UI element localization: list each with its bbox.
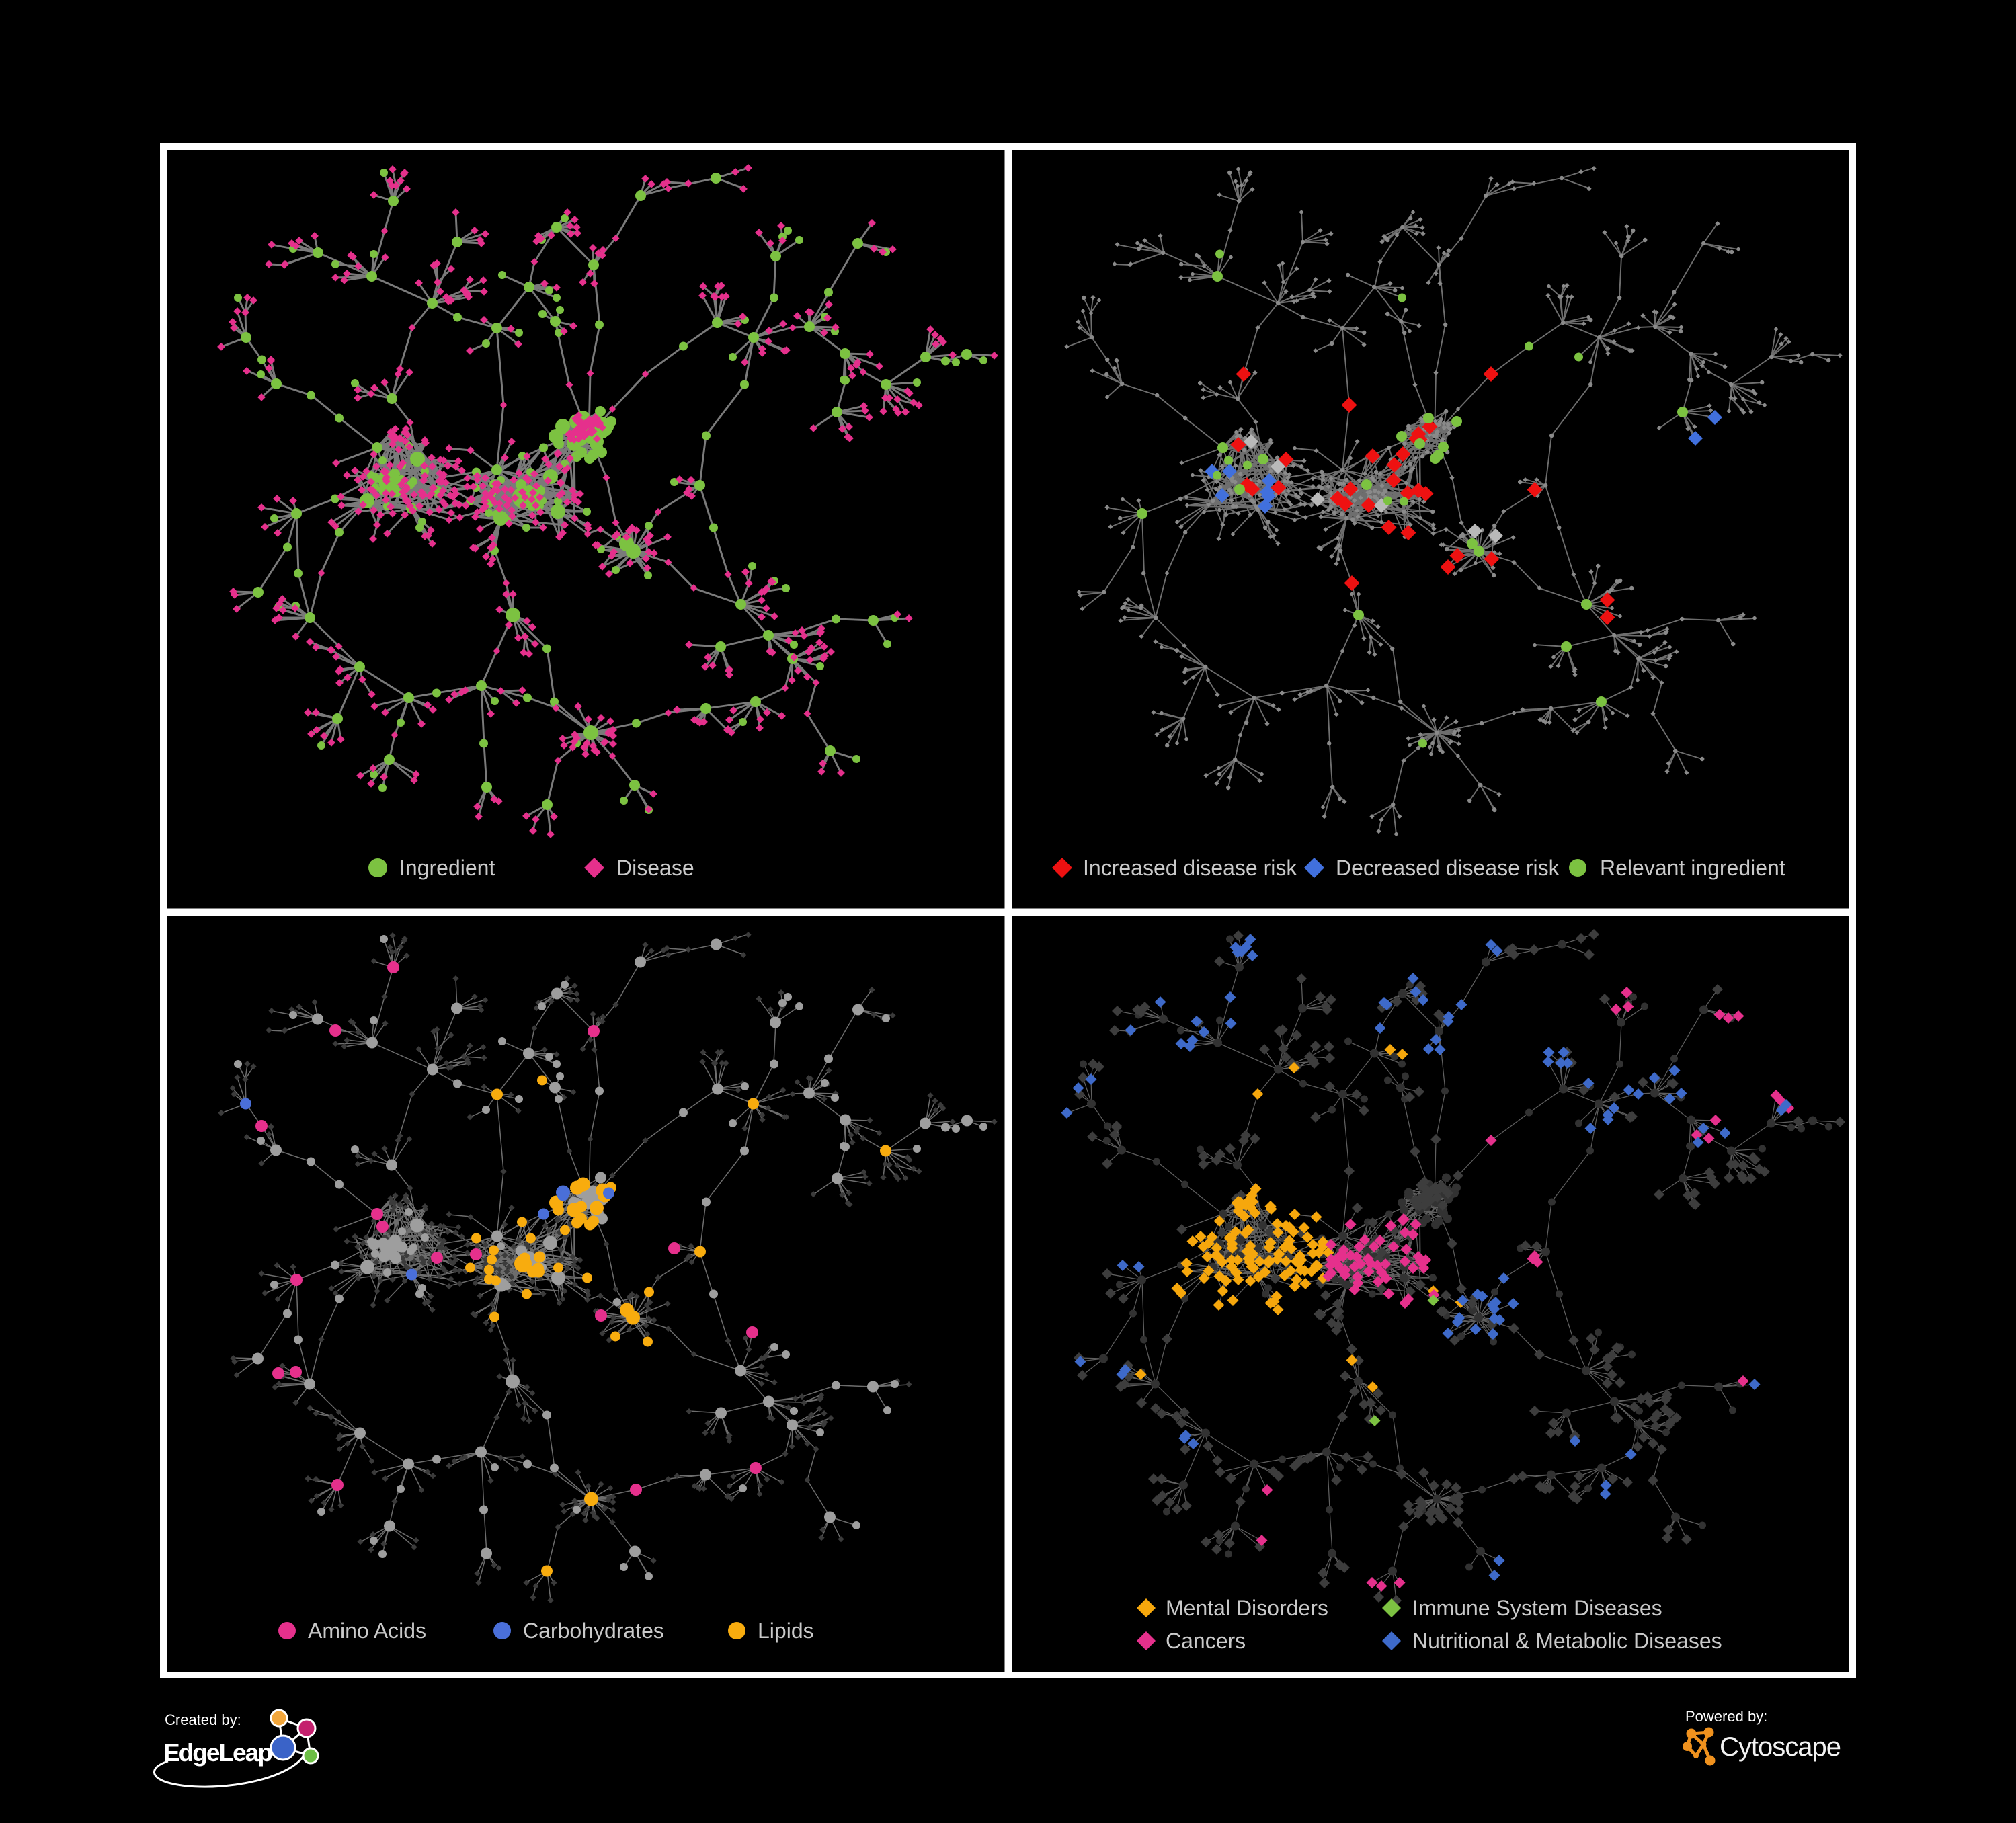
svg-text:Created by:: Created by:: [165, 1711, 241, 1728]
svg-text:Nutritional & Metabolic Diseas: Nutritional & Metabolic Diseases: [1412, 1629, 1722, 1653]
svg-text:Powered by:: Powered by:: [1685, 1708, 1767, 1725]
svg-text:Decreased disease risk: Decreased disease risk: [1336, 856, 1560, 880]
svg-text:Cytoscape: Cytoscape: [1720, 1732, 1841, 1762]
svg-text:Disease: Disease: [616, 856, 694, 880]
svg-text:Increased disease risk: Increased disease risk: [1083, 856, 1297, 880]
svg-text:Carbohydrates: Carbohydrates: [523, 1619, 664, 1643]
svg-text:Cancers: Cancers: [1166, 1629, 1246, 1653]
svg-text:Immune System Diseases: Immune System Diseases: [1412, 1596, 1662, 1620]
svg-text:Amino Acids: Amino Acids: [308, 1619, 426, 1643]
svg-text:Mental Disorders: Mental Disorders: [1166, 1596, 1328, 1620]
svg-text:Relevant ingredient: Relevant ingredient: [1600, 856, 1785, 880]
svg-text:EdgeLeap: EdgeLeap: [163, 1739, 272, 1767]
svg-text:Lipids: Lipids: [758, 1619, 814, 1643]
svg-text:Ingredient: Ingredient: [399, 856, 495, 880]
